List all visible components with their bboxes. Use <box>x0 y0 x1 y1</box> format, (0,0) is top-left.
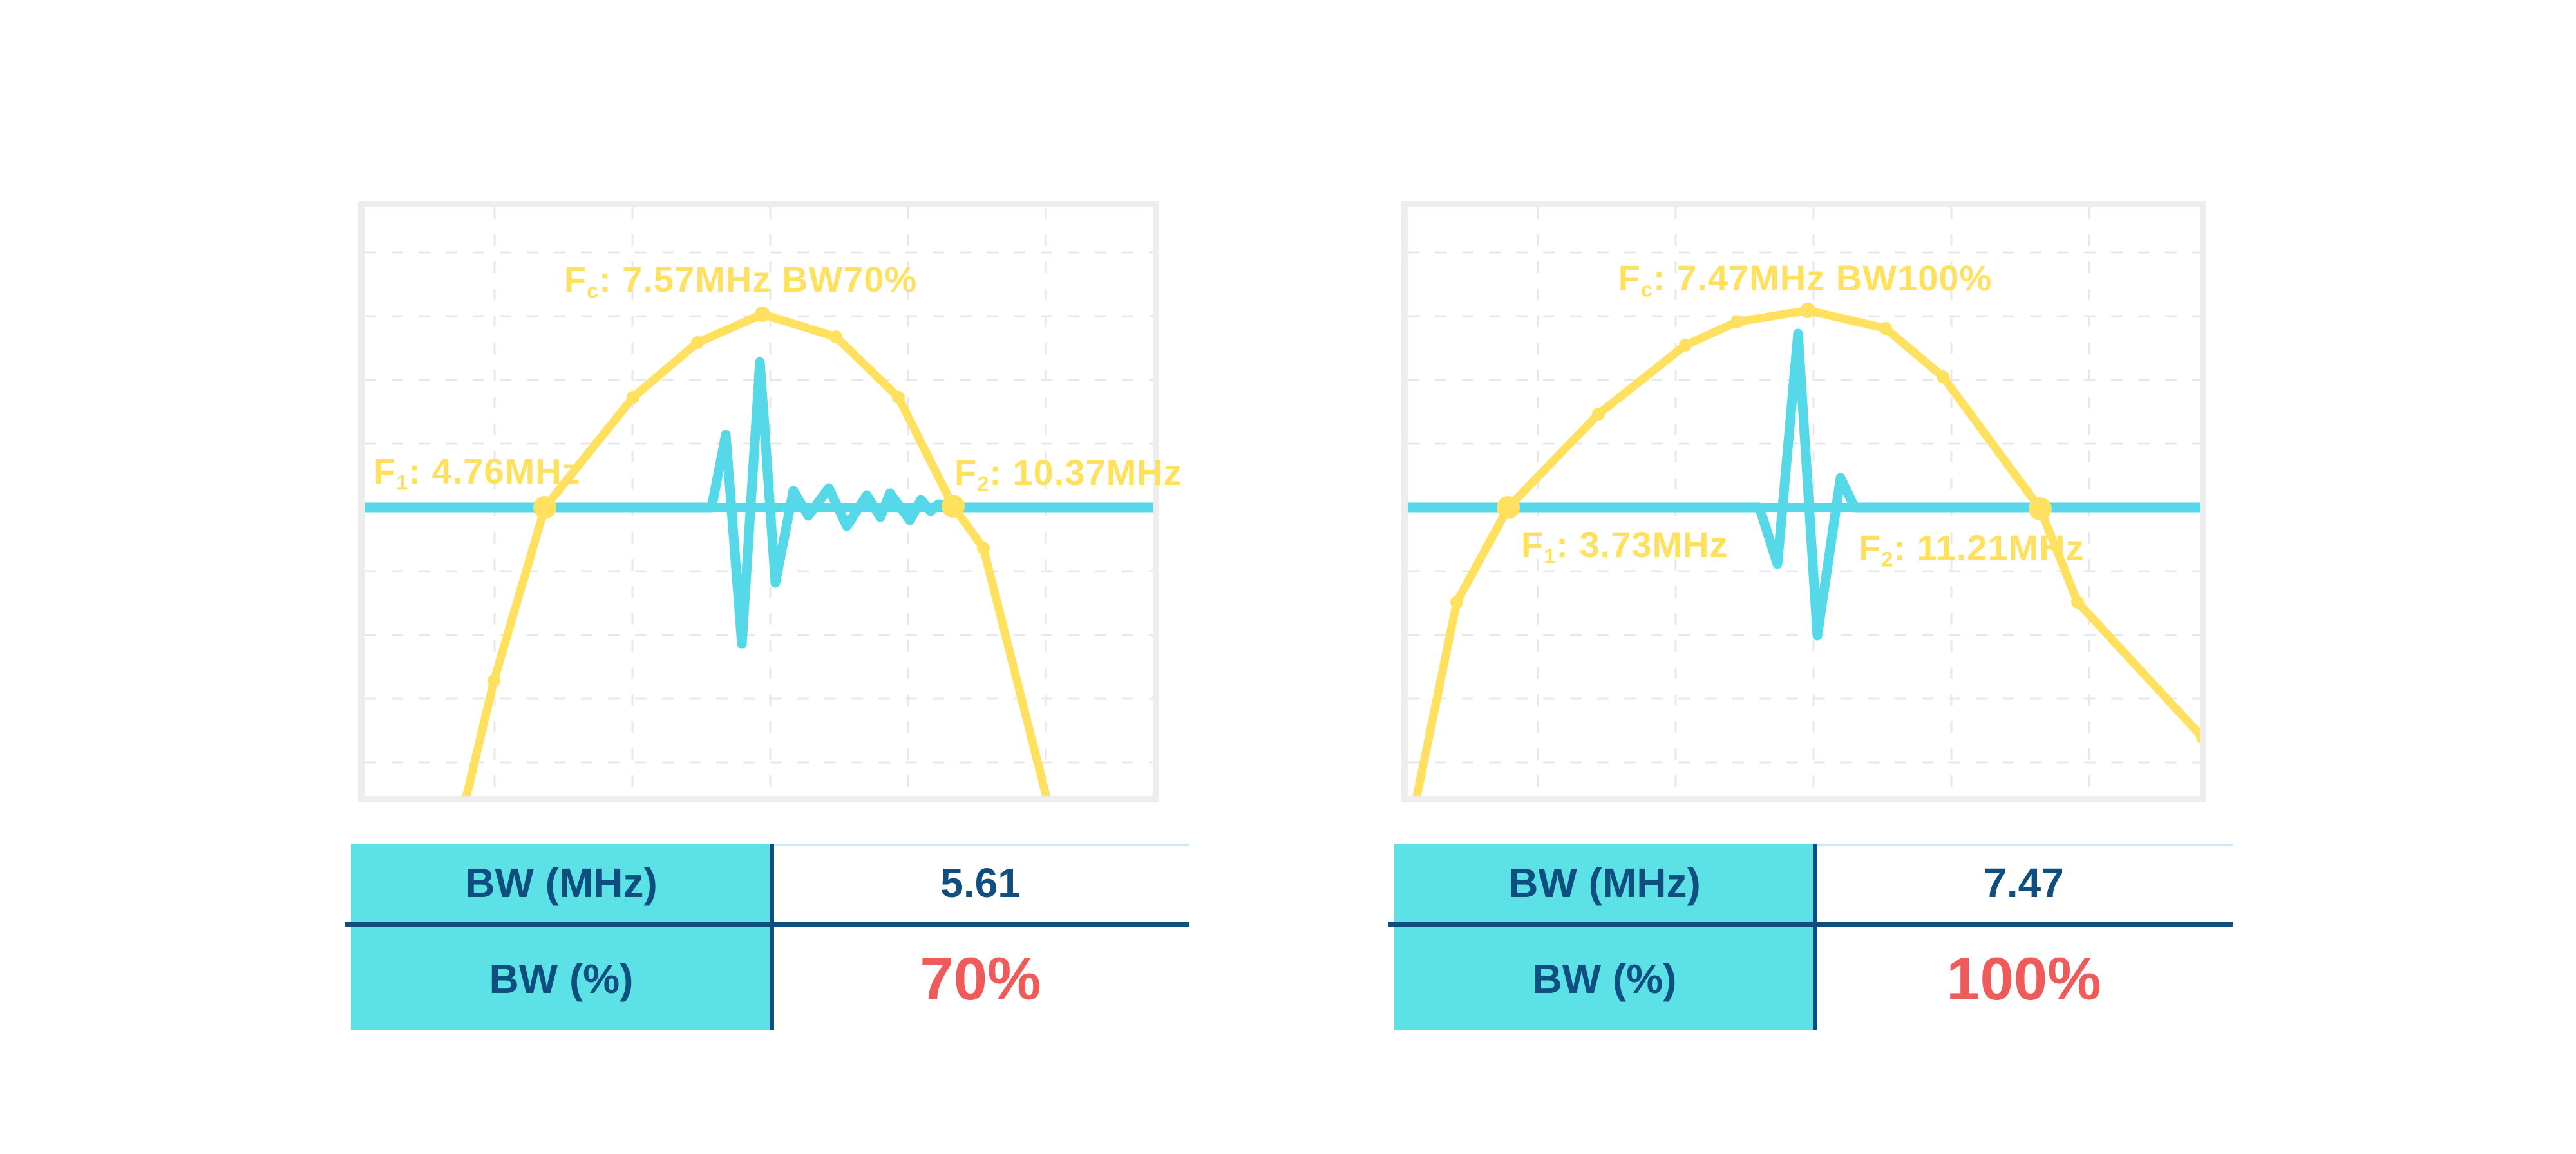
bw-table: BW (MHz) 5.61 BW (%) 70% <box>345 844 1189 1030</box>
table-top-border <box>772 844 1189 846</box>
spectrum-pulse-chart <box>358 201 1159 802</box>
f1-label: F1: 4.76MHz <box>374 453 581 493</box>
f2-rest: : 11.21MHz <box>1893 527 2085 568</box>
table-value-cell: 100% <box>1946 944 2101 1012</box>
table-row: BW (%) 70% <box>351 927 1189 1030</box>
fc-subscript: c <box>586 279 600 303</box>
f1-subscript: 1 <box>1544 544 1557 568</box>
f1-rest: : 3.73MHz <box>1556 524 1728 565</box>
table-column-divider <box>1813 844 1817 1030</box>
spectrum-pulse-chart <box>1401 201 2206 802</box>
table-header-cell: BW (MHz) <box>351 844 772 922</box>
table-value-cell: 5.61 <box>940 860 1021 906</box>
table-top-border <box>1815 844 2233 846</box>
f2-base: F <box>954 452 978 493</box>
fc-label: Fc: 7.47MHz BW100% <box>1618 260 1993 300</box>
fc-base: F <box>564 259 587 299</box>
table-row: BW (MHz) 5.61 <box>351 844 1189 922</box>
table-header-cell: BW (%) <box>1394 927 1815 1030</box>
table-row: BW (%) 100% <box>1394 927 2233 1030</box>
f2-base: F <box>1859 527 1882 568</box>
chart-panel-70pct: Fc: 7.57MHz BW70% F1: 4.76MHz F2: 10.37M… <box>358 201 1182 802</box>
f2-subscript: 2 <box>977 472 990 496</box>
f1-subscript: 1 <box>396 471 409 495</box>
table-divider <box>345 922 1189 927</box>
f1-label: F1: 3.73MHz <box>1521 527 1728 567</box>
table-value-cell: 7.47 <box>1984 860 2064 906</box>
table-divider <box>1388 922 2233 927</box>
f2-label: F2: 11.21MHz <box>1859 530 2085 570</box>
fc-label: Fc: 7.57MHz BW70% <box>564 261 918 301</box>
f1-base: F <box>374 451 397 491</box>
fc-rest: : 7.47MHz BW100% <box>1653 258 1993 298</box>
fc-rest: : 7.57MHz BW70% <box>599 259 918 299</box>
f1-base: F <box>1521 524 1544 565</box>
fc-subscript: c <box>1640 278 1653 301</box>
table-header-cell: BW (MHz) <box>1394 844 1815 922</box>
table-row: BW (MHz) 7.47 <box>1394 844 2233 922</box>
fc-base: F <box>1618 258 1641 298</box>
f2-label: F2: 10.37MHz <box>954 455 1182 495</box>
f2-subscript: 2 <box>1881 547 1894 571</box>
table-value-cell: 70% <box>920 944 1041 1012</box>
bw-table: BW (MHz) 7.47 BW (%) 100% <box>1388 844 2233 1030</box>
table-header-cell: BW (%) <box>351 927 772 1030</box>
f2-rest: : 10.37MHz <box>989 452 1182 493</box>
table-column-divider <box>770 844 774 1030</box>
chart-panel-100pct: Fc: 7.47MHz BW100% F1: 3.73MHz F2: 11.21… <box>1401 201 2206 802</box>
f1-rest: : 4.76MHz <box>408 451 581 491</box>
